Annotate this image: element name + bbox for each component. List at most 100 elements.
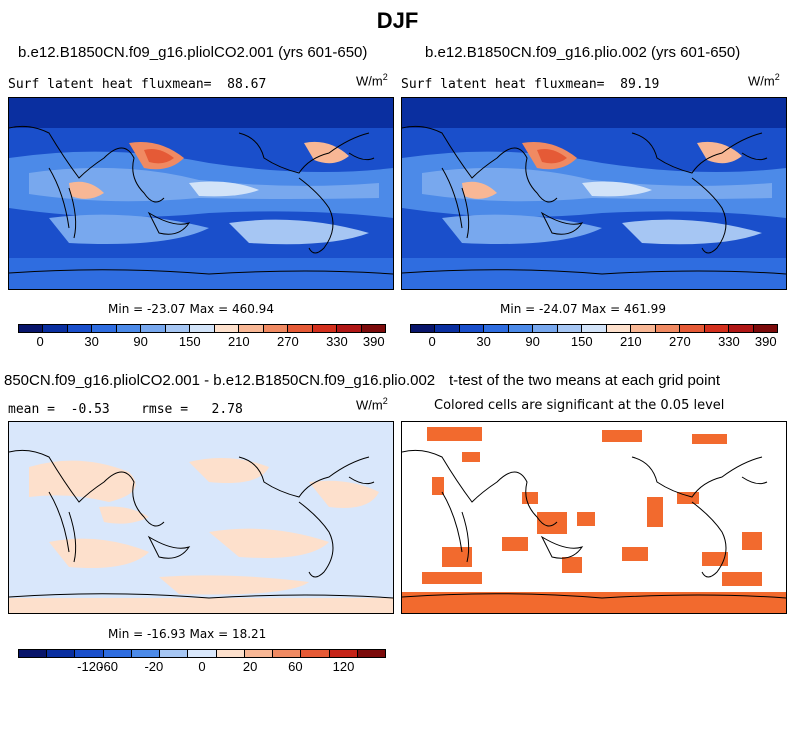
colorbar-swatch bbox=[704, 325, 730, 332]
colorbar-tick-label: 120 bbox=[332, 659, 355, 674]
panel1-units: W/m2 bbox=[356, 72, 388, 88]
panel1-colorbar bbox=[18, 324, 386, 333]
colorbar-tick-label: 270 bbox=[669, 334, 691, 349]
colorbar-swatch bbox=[47, 650, 76, 657]
panel3-stats-line: mean = -0.53 rmse = 2.78 bbox=[8, 402, 243, 417]
colorbar-swatch bbox=[19, 650, 48, 657]
colorbar-tick-label: 0 bbox=[36, 334, 44, 349]
colorbar-swatch bbox=[729, 325, 754, 332]
colorbar-swatch bbox=[459, 325, 485, 332]
panel3-title: 850CN.f09_g16.pliolCO2.001 - b.e12.B1850… bbox=[4, 372, 436, 389]
colorbar-tick-label: 30 bbox=[84, 334, 99, 349]
colorbar-tick-label: 0 bbox=[428, 334, 436, 349]
colorbar-tick-label: 150 bbox=[570, 334, 593, 349]
colorbar-tick-label: 210 bbox=[227, 334, 250, 349]
panel1-field bbox=[9, 98, 393, 289]
colorbar-tick-label: -60 bbox=[99, 659, 118, 674]
panel4-map-svg bbox=[402, 422, 786, 613]
colorbar-swatch bbox=[165, 325, 191, 332]
panel3-rmse-label: rmse = bbox=[141, 402, 189, 417]
colorbar-tick-label: 60 bbox=[288, 659, 303, 674]
panel2-variable: Surf latent heat fluxmean= 89.19 bbox=[401, 77, 659, 92]
panel3-map-svg bbox=[9, 422, 393, 613]
colorbar-swatch bbox=[190, 325, 215, 332]
colorbar-swatch bbox=[273, 650, 302, 657]
colorbar-swatch bbox=[216, 650, 245, 657]
panel3-colorbar bbox=[18, 649, 386, 658]
colorbar-swatch bbox=[214, 325, 240, 332]
colorbar-swatch bbox=[337, 325, 362, 332]
panel3-positive-anomalies bbox=[9, 458, 393, 613]
colorbar-swatch bbox=[244, 650, 274, 657]
panel4-map bbox=[401, 421, 787, 614]
colorbar-swatch bbox=[239, 325, 264, 332]
colorbar-tick-label: 150 bbox=[178, 334, 201, 349]
panel2-mean-label: mean= bbox=[565, 77, 605, 92]
panel3-stats: Min = -16.93 Max = 18.21 bbox=[108, 627, 267, 641]
colorbar-swatch bbox=[92, 325, 117, 332]
colorbar-swatch bbox=[435, 325, 460, 332]
panel2-stats: Min = -24.07 Max = 461.99 bbox=[500, 302, 666, 316]
panel1-map bbox=[8, 97, 394, 290]
colorbar-tick-label: 270 bbox=[277, 334, 299, 349]
colorbar-tick-label: 390 bbox=[754, 334, 777, 349]
panel1-mean-label: mean= bbox=[172, 77, 212, 92]
colorbar-swatch bbox=[19, 325, 44, 332]
colorbar-swatch bbox=[606, 325, 632, 332]
panel4-significant-cells bbox=[402, 427, 786, 613]
colorbar-swatch bbox=[188, 650, 217, 657]
colorbar-swatch bbox=[484, 325, 509, 332]
panel2-units-base: W/m bbox=[748, 73, 775, 89]
colorbar-swatch bbox=[131, 650, 161, 657]
colorbar-swatch bbox=[508, 325, 534, 332]
panel3-rmse-value: 2.78 bbox=[211, 402, 243, 417]
panel4-subtitle: Colored cells are significant at the 0.0… bbox=[434, 398, 725, 413]
colorbar-swatch bbox=[288, 325, 313, 332]
colorbar-tick-label: 390 bbox=[362, 334, 385, 349]
panel1-mean-value: 88.67 bbox=[227, 77, 267, 92]
colorbar-tick-label: 330 bbox=[718, 334, 740, 349]
colorbar-swatch bbox=[655, 325, 681, 332]
panel1-units-base: W/m bbox=[356, 73, 383, 89]
panel3-units-exp: 2 bbox=[382, 396, 388, 406]
figure-title: DJF bbox=[376, 8, 419, 33]
colorbar-swatch bbox=[631, 325, 656, 332]
colorbar-tick-label: 330 bbox=[326, 334, 348, 349]
colorbar-swatch bbox=[361, 325, 386, 332]
colorbar-tick-label: 90 bbox=[133, 334, 148, 349]
colorbar-swatch bbox=[263, 325, 289, 332]
colorbar-swatch bbox=[75, 650, 104, 657]
colorbar-swatch bbox=[533, 325, 558, 332]
panel1-stats: Min = -23.07 Max = 460.94 bbox=[108, 302, 274, 316]
colorbar-swatch bbox=[582, 325, 607, 332]
colorbar-swatch bbox=[329, 650, 358, 657]
colorbar-swatch bbox=[43, 325, 68, 332]
panel1-variable: Surf latent heat fluxmean= 88.67 bbox=[8, 77, 266, 92]
panel2-units: W/m2 bbox=[748, 72, 780, 88]
colorbar-swatch bbox=[357, 650, 386, 657]
panel2-variable-name: Surf latent heat flux bbox=[401, 77, 566, 92]
panel1-variable-name: Surf latent heat flux bbox=[8, 77, 173, 92]
panel1-units-exp: 2 bbox=[382, 72, 388, 82]
colorbar-swatch bbox=[301, 650, 330, 657]
panel2-map-svg bbox=[402, 98, 786, 289]
colorbar-tick-label: 30 bbox=[476, 334, 491, 349]
colorbar-swatch bbox=[411, 325, 436, 332]
panel3-units-base: W/m bbox=[356, 397, 383, 413]
colorbar-tick-label: 20 bbox=[242, 659, 258, 674]
panel2-mean-value: 89.19 bbox=[620, 77, 660, 92]
colorbar-swatch bbox=[312, 325, 338, 332]
panel3-mean-value: -0.53 bbox=[70, 402, 110, 417]
colorbar-swatch bbox=[103, 650, 132, 657]
colorbar-swatch bbox=[753, 325, 778, 332]
panel3-mean-label: mean = bbox=[8, 402, 55, 417]
colorbar-swatch bbox=[141, 325, 166, 332]
colorbar-swatch bbox=[116, 325, 142, 332]
panel2-colorbar bbox=[410, 324, 778, 333]
panel1-map-svg bbox=[9, 98, 393, 289]
panel1-title: b.e12.B1850CN.f09_g16.pliolCO2.001 (yrs … bbox=[18, 44, 368, 61]
colorbar-swatch bbox=[67, 325, 93, 332]
colorbar-swatch bbox=[557, 325, 583, 332]
colorbar-tick-label: 210 bbox=[619, 334, 642, 349]
colorbar-swatch bbox=[160, 650, 189, 657]
